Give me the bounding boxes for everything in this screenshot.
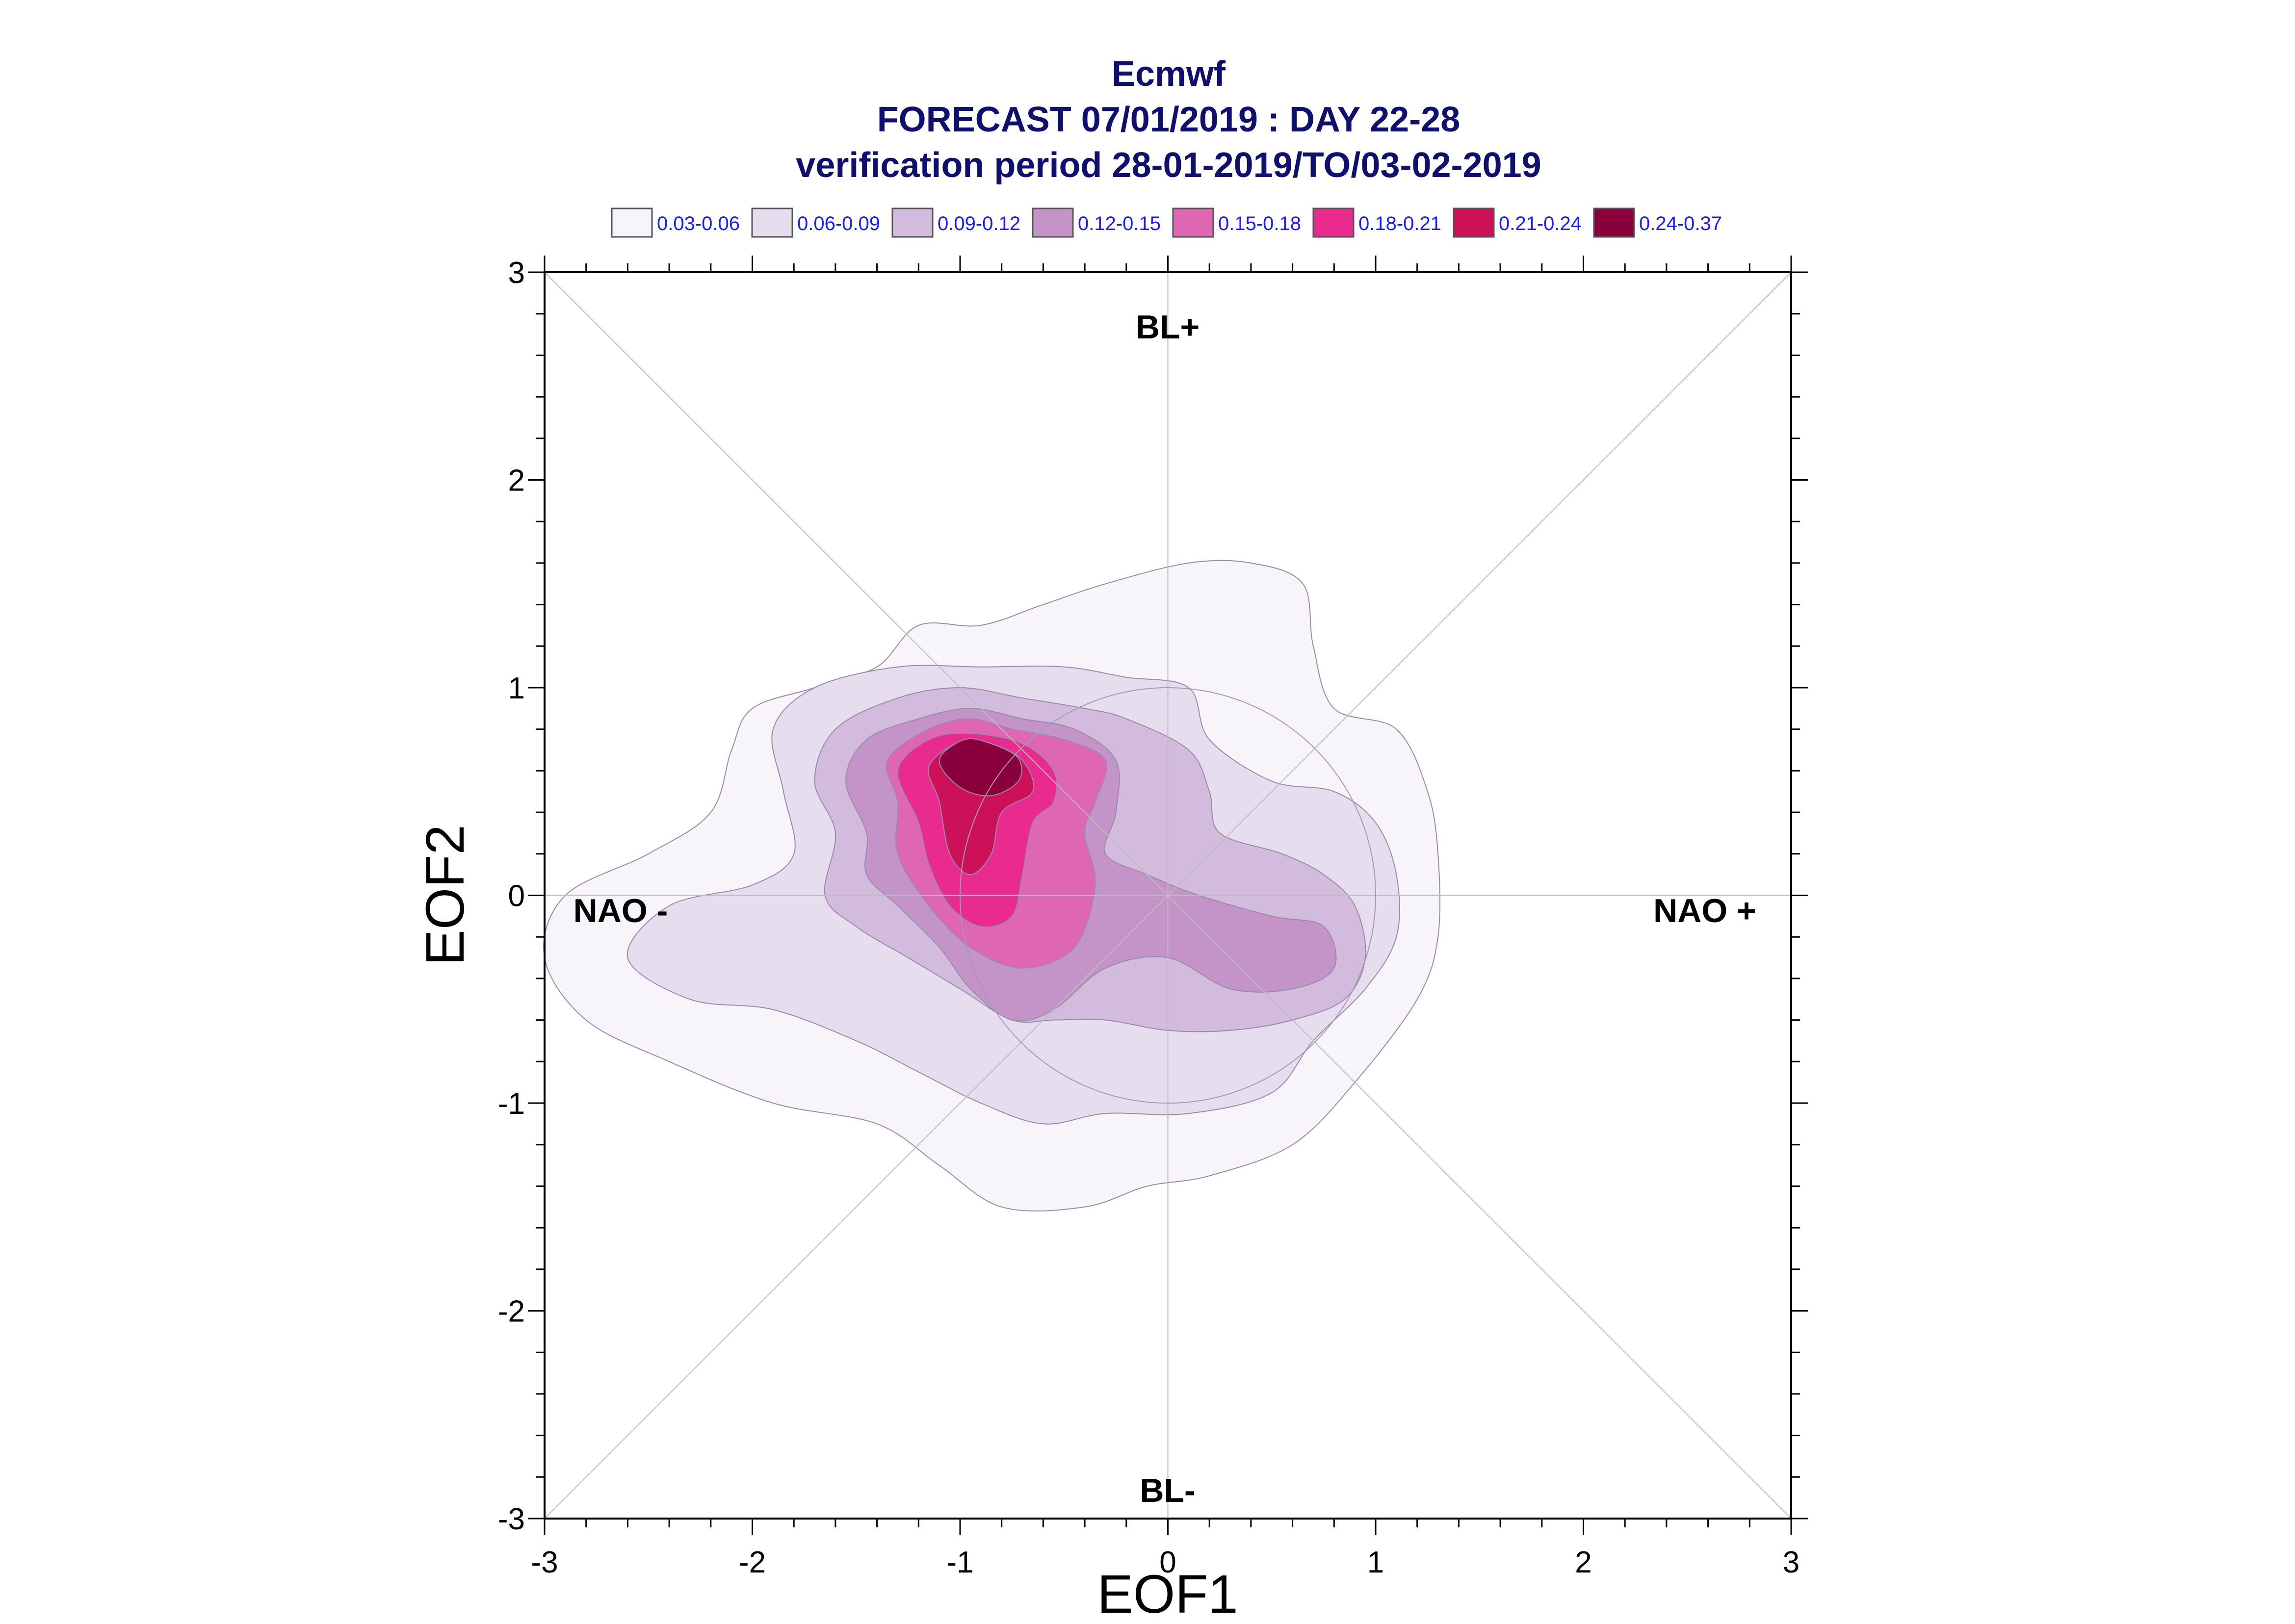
y-tick-label: -1 bbox=[498, 1087, 525, 1121]
y-tick-label: 1 bbox=[508, 671, 525, 705]
legend-label: 0.18-0.21 bbox=[1358, 213, 1441, 234]
title-line-2: FORECAST 07/01/2019 : DAY 22-28 bbox=[877, 100, 1460, 139]
density-level-8 bbox=[939, 738, 1022, 797]
legend-swatch bbox=[1453, 207, 1495, 238]
legend-label: 0.03-0.06 bbox=[657, 213, 740, 234]
legend-swatch bbox=[611, 207, 653, 238]
chart-title: Ecmwf FORECAST 07/01/2019 : DAY 22-28 ve… bbox=[796, 54, 1541, 185]
legend-swatch bbox=[1172, 207, 1214, 238]
legend-label: 0.21-0.24 bbox=[1499, 213, 1582, 234]
legend-label: 0.09-0.12 bbox=[938, 213, 1020, 234]
y-tick-label: 3 bbox=[508, 256, 525, 290]
density-contours bbox=[543, 560, 1441, 1212]
x-tick-label: 1 bbox=[1367, 1546, 1384, 1579]
regime-label-bl-plus: BL+ bbox=[1136, 309, 1200, 346]
x-tick-label: 0 bbox=[1159, 1546, 1176, 1579]
legend-label: 0.06-0.09 bbox=[797, 213, 880, 234]
title-line-1: Ecmwf bbox=[1112, 54, 1226, 94]
legend: 0.03-0.06 0.06-0.09 0.09-0.12 0.12-0.15 0.15… bbox=[611, 207, 1722, 238]
legend-swatch bbox=[751, 207, 793, 238]
legend-swatch bbox=[1312, 207, 1355, 238]
reference-lines bbox=[544, 272, 1792, 1519]
x-tick-label: 2 bbox=[1575, 1546, 1591, 1579]
x-axis-title: EOF1 bbox=[1097, 1564, 1238, 1624]
axis-ticks: -3 -2 -1 0 1 2 3 -3 -2 -1 0 1 2 3 bbox=[498, 256, 1808, 1579]
legend-label: 0.12-0.15 bbox=[1078, 213, 1161, 234]
legend-swatch bbox=[1593, 207, 1635, 238]
x-tick-label: -3 bbox=[531, 1546, 558, 1579]
x-tick-label: 3 bbox=[1783, 1546, 1799, 1579]
legend-label: 0.15-0.18 bbox=[1218, 213, 1301, 234]
regime-label-bl-minus: BL- bbox=[1140, 1472, 1195, 1509]
regime-label-nao-plus: NAO + bbox=[1653, 892, 1756, 929]
y-axis-title: EOF2 bbox=[415, 825, 475, 965]
x-tick-label: -1 bbox=[946, 1546, 973, 1579]
y-tick-label: -3 bbox=[498, 1502, 525, 1536]
legend-swatch bbox=[891, 207, 934, 238]
y-tick-label: -2 bbox=[498, 1295, 525, 1329]
title-line-3: verification period 28-01-2019/TO/03-02-… bbox=[796, 146, 1541, 185]
legend-label: 0.24-0.37 bbox=[1639, 213, 1722, 234]
x-tick-label: -2 bbox=[739, 1546, 766, 1579]
plot-area: -3 -2 -1 0 1 2 3 -3 -2 -1 0 1 2 3 BL+ BL- NAO - NAO + bbox=[498, 256, 1808, 1579]
y-tick-label: 2 bbox=[508, 464, 525, 498]
legend-swatch bbox=[1032, 207, 1074, 238]
y-tick-label: 0 bbox=[508, 879, 525, 913]
reference-circle bbox=[960, 687, 1376, 1104]
regime-label-nao-minus: NAO - bbox=[574, 892, 668, 929]
